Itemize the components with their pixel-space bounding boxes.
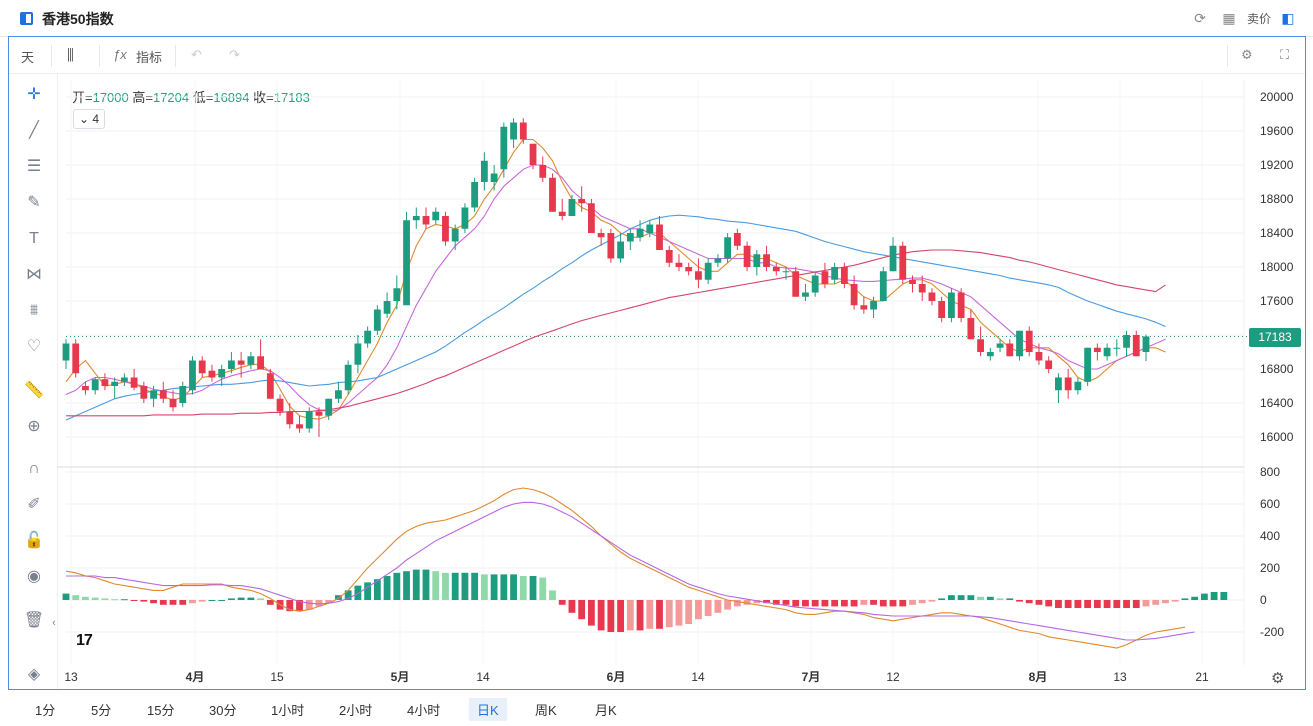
timeframe-2[interactable]: 15分 [147,703,175,718]
eye-icon[interactable]: ◉ [27,568,41,585]
zoom-in-icon[interactable]: ⊕ [27,418,41,435]
ohlc-legend: 开=17000 高=17204 低=16894 收=17183 [72,87,310,106]
instrument-title: 香港50指数 [42,11,114,27]
instrument-icon [20,12,33,25]
timeframe-9[interactable]: 月K [595,703,617,718]
timeframe-0[interactable]: 1分 [35,703,56,718]
timeframe-3[interactable]: 30分 [209,703,237,718]
grid-layout-icon[interactable]: ▦ [1222,10,1236,26]
pattern-icon[interactable]: ⋈ [26,266,42,283]
close-value: 17183 [273,90,310,105]
low-label: 低= [192,90,214,105]
timeframe-1[interactable]: 5分 [91,703,112,718]
top-bar: 香港50指数 ⟳ ▦ 卖价 ◧ [0,0,1313,37]
crosshair-icon[interactable]: ✛ [27,86,41,103]
chevron-down-icon: ⌄ [78,112,90,126]
lock-icon[interactable]: 🔓 [24,532,44,549]
undo-icon[interactable]: ↶ [191,47,202,62]
high-value: 17204 [152,90,190,105]
function-icon[interactable]: ƒx [113,47,127,62]
settings-icon[interactable]: ⚙ [1241,47,1253,62]
refresh-icon[interactable]: ⟳ [1194,10,1206,26]
toolbar-divider [1227,45,1228,67]
text-tool-icon[interactable]: T [29,230,39,247]
timeframe-5[interactable]: 2小时 [339,703,373,718]
timeframe-7[interactable]: 日K [469,698,507,721]
trash-icon[interactable]: 🗑 [23,612,45,629]
open-label: 开= [72,90,93,105]
layers-icon[interactable]: ◈ [27,666,41,683]
chart-frame [8,36,1306,690]
timeframe-bar: 1分 5分 15分 30分 1小时 2小时 4小时 日K 周K 月K [9,690,1305,724]
trend-line-icon[interactable]: ╱ [29,122,39,139]
heart-icon[interactable]: ♡ [26,338,42,355]
candle-type-icon[interactable]: ⫼ [67,47,74,64]
toolbar-divider [175,45,176,67]
open-value: 17000 [92,90,129,105]
timeframe-8[interactable]: 周K [535,703,557,718]
close-label: 收= [253,90,274,105]
ma-count: 4 [92,112,100,126]
timeframe-4[interactable]: 1小时 [271,703,305,718]
magnet-icon[interactable]: ∩ [28,460,40,477]
toolbar-divider [51,45,52,67]
brush-icon[interactable]: ✎ [27,194,41,211]
drawing-toolbar: ✛ ╱ ☰ ✎ T ⋈ ⩩ ♡ 📏 ⊕ ∩ ✐ 🔓 ◉ 🗑 ‹ ◈ [9,74,58,689]
redo-icon[interactable]: ↷ [229,47,240,62]
collapse-icon[interactable]: ‹ [52,617,56,629]
lock-drawing-icon[interactable]: ✐ [27,496,41,513]
last-price-tag: 17183 [1249,328,1301,347]
period-button[interactable]: 天 [21,50,35,65]
fullscreen-icon[interactable]: ⛶ [1280,47,1290,62]
chart-toolbar: 天 ⫼ ƒx 指标 ↶ ↷ ⚙ ⛶ [9,37,1305,74]
panel-toggle-icon[interactable]: ◧ [1281,10,1295,26]
indicators-button[interactable]: 指标 [136,50,163,65]
horizontal-lines-icon[interactable]: ☰ [26,158,42,175]
sell-price-label[interactable]: 卖价 [1247,12,1272,26]
low-value: 16894 [213,90,250,105]
high-label: 高= [132,90,153,105]
tradingview-logo: 17 [76,632,93,649]
measure-lines-icon[interactable]: ⩩ [29,302,39,319]
toolbar-divider [99,45,100,67]
ma-toggle[interactable]: ⌄ 4 [73,109,105,129]
timeframe-6[interactable]: 4小时 [407,703,441,718]
ruler-icon[interactable]: 📏 [24,382,44,399]
